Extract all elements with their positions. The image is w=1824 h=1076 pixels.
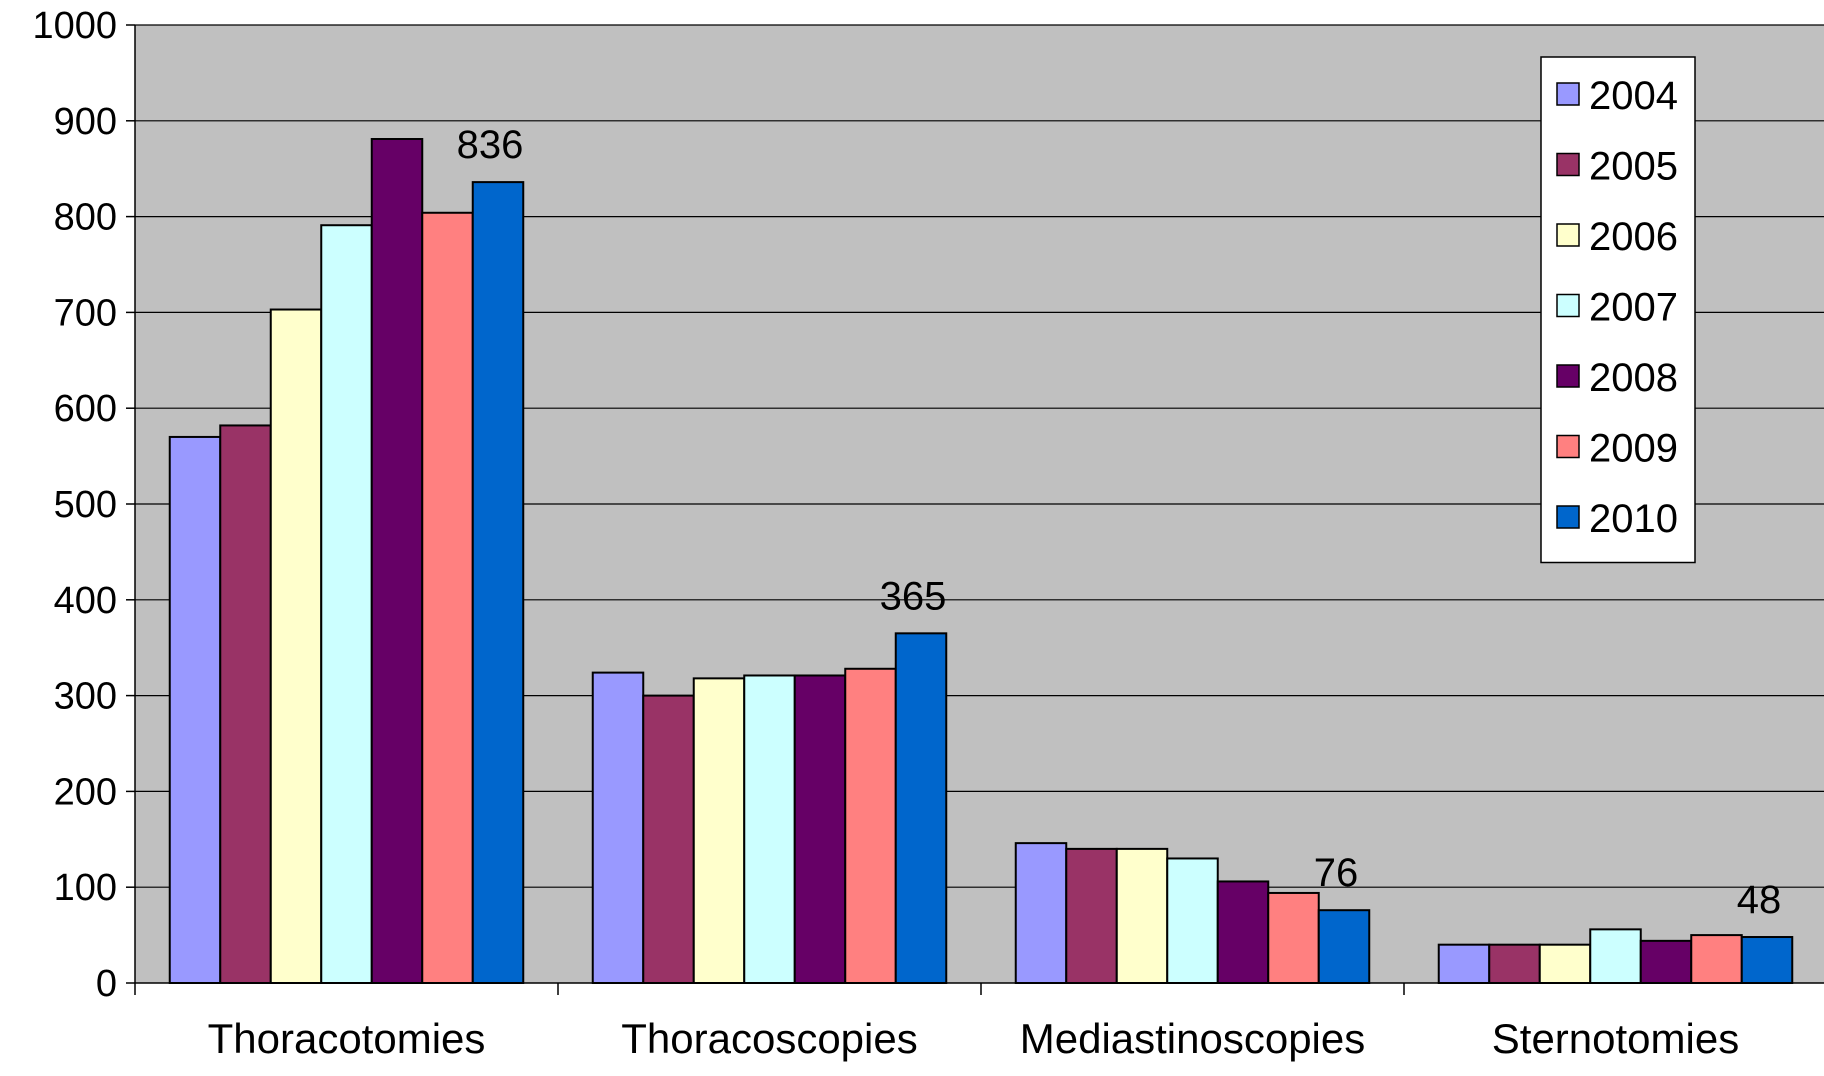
bar bbox=[320, 224, 373, 985]
bar bbox=[793, 674, 847, 984]
bar bbox=[370, 138, 424, 984]
bar bbox=[1317, 909, 1371, 985]
data-label: 76 bbox=[1314, 851, 1359, 895]
bar bbox=[471, 181, 525, 984]
y-tick-label: 100 bbox=[54, 867, 117, 909]
y-tick-label: 700 bbox=[54, 292, 117, 334]
legend-swatch bbox=[1556, 434, 1580, 459]
legend-swatch bbox=[1556, 152, 1580, 177]
y-tick-label: 0 bbox=[96, 963, 117, 1005]
bar bbox=[642, 694, 695, 984]
data-label: 836 bbox=[457, 123, 524, 167]
legend-swatch bbox=[1556, 223, 1580, 247]
bar bbox=[1166, 857, 1219, 985]
bars bbox=[168, 138, 1794, 985]
bar bbox=[894, 632, 948, 985]
bar bbox=[844, 667, 897, 984]
y-tick-label: 300 bbox=[54, 676, 117, 718]
legend-label: 2005 bbox=[1589, 145, 1678, 189]
bar bbox=[1267, 891, 1320, 984]
bar bbox=[1740, 936, 1794, 984]
y-tick-label: 500 bbox=[54, 484, 117, 526]
legend-label: 2004 bbox=[1589, 74, 1678, 118]
bar bbox=[421, 211, 474, 984]
legend-label: 2009 bbox=[1589, 427, 1678, 471]
y-tick-label: 800 bbox=[54, 197, 117, 239]
legend-label: 2006 bbox=[1589, 215, 1678, 259]
category-label: Thoracotomies bbox=[208, 1015, 486, 1062]
bar bbox=[1115, 847, 1169, 984]
data-label: 365 bbox=[880, 574, 947, 618]
bar bbox=[269, 308, 323, 984]
y-tick-label: 600 bbox=[54, 388, 117, 430]
bar bbox=[168, 435, 222, 984]
legend-swatch bbox=[1556, 82, 1580, 106]
y-tick-label: 200 bbox=[54, 771, 117, 813]
bar bbox=[1639, 939, 1693, 985]
bar bbox=[1690, 934, 1743, 984]
y-tick-label: 400 bbox=[54, 580, 117, 622]
data-labels: 836 365 76 48 bbox=[457, 123, 1782, 922]
legend-swatch bbox=[1556, 293, 1580, 318]
legend: 2004 2005 2006 2007 2008 2009 2010 bbox=[1540, 56, 1696, 564]
bar bbox=[219, 424, 272, 985]
category-label: Sternotomies bbox=[1492, 1015, 1739, 1062]
bar bbox=[1014, 842, 1068, 985]
y-tick-label: 900 bbox=[54, 101, 117, 143]
category-label: Thoracoscopies bbox=[621, 1015, 917, 1062]
y-axis: 0 100 200 300 400 500 600 700 800 900 1000 bbox=[32, 5, 136, 1005]
category-label: Mediastinoscopies bbox=[1020, 1015, 1366, 1062]
bar bbox=[743, 674, 796, 984]
bar bbox=[1488, 943, 1541, 984]
legend-label: 2010 bbox=[1589, 497, 1678, 541]
legend-swatch bbox=[1556, 505, 1580, 529]
data-label: 48 bbox=[1737, 878, 1782, 922]
bar bbox=[692, 677, 746, 985]
bar bbox=[1065, 847, 1118, 984]
bar bbox=[1216, 880, 1270, 985]
legend-label: 2007 bbox=[1589, 286, 1678, 330]
bar bbox=[1589, 928, 1642, 984]
legend-swatch bbox=[1556, 364, 1580, 388]
bar bbox=[591, 671, 645, 984]
bar bbox=[1538, 943, 1592, 984]
legend-label: 2008 bbox=[1589, 356, 1678, 400]
y-tick-label: 1000 bbox=[32, 5, 117, 47]
x-axis: Thoracotomies Thoracoscopies Mediastinosco… bbox=[134, 982, 1824, 1062]
bar bbox=[1437, 943, 1491, 984]
